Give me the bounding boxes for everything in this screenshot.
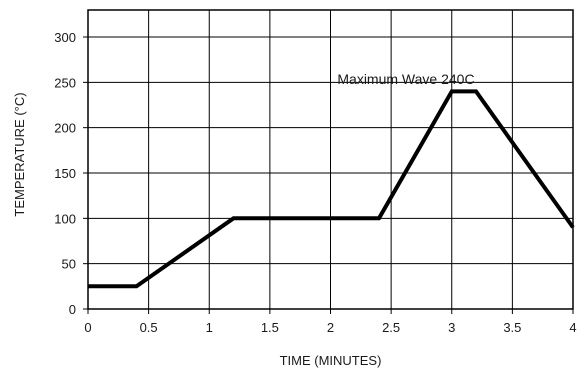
y-tick-label: 200 [54, 121, 76, 136]
y-tick-label: 50 [62, 257, 76, 272]
y-tick-label: 300 [54, 30, 76, 45]
x-tick-label: 2 [327, 320, 334, 335]
y-axis-ticks: 0 50 100 150 200 250 300 [54, 30, 88, 317]
y-tick-label: 100 [54, 211, 76, 226]
x-tick-label: 3.5 [503, 320, 521, 335]
y-tick-label: 150 [54, 166, 76, 181]
x-tick-label: 0 [84, 320, 91, 335]
grid [87, 10, 574, 310]
x-tick-label: 4 [569, 320, 576, 335]
x-tick-label: 1 [206, 320, 213, 335]
y-tick-label: 0 [69, 302, 76, 317]
annotation-max-wave: Maximum Wave 240C [337, 71, 474, 87]
x-axis-title: TIME (MINUTES) [280, 353, 382, 368]
x-axis-ticks: 0 0.5 1 1.5 2 2.5 3 3.5 4 [84, 309, 577, 335]
x-tick-label: 2.5 [382, 320, 400, 335]
x-tick-label: 1.5 [261, 320, 279, 335]
y-tick-label: 250 [54, 75, 76, 90]
y-axis-title: TEMPERATURE (°C) [12, 92, 27, 216]
x-tick-label: 3 [448, 320, 455, 335]
temperature-series-line [88, 89, 575, 289]
x-tick-label: 0.5 [140, 320, 158, 335]
